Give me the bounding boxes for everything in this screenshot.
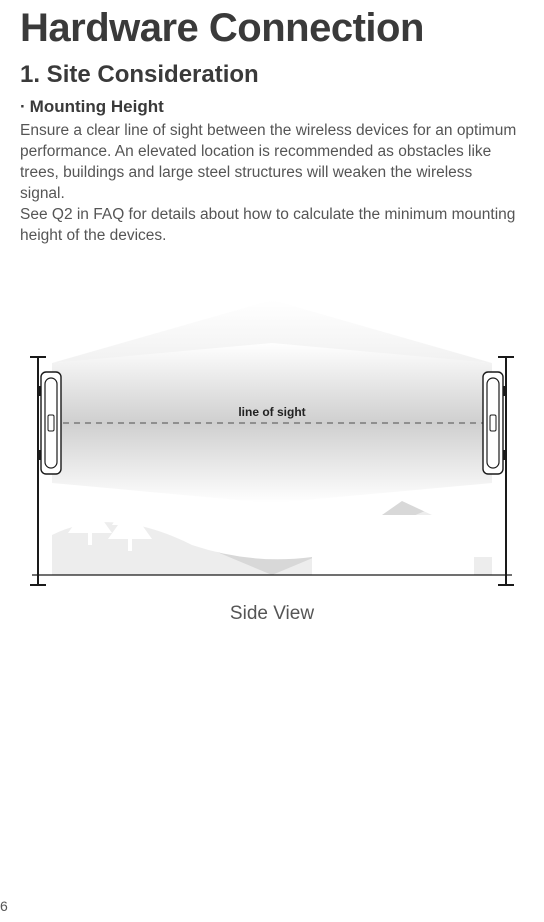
svg-text:line of sight: line of sight [238, 405, 305, 419]
section-heading: 1. Site Consideration [20, 61, 524, 89]
page-number: 6 [0, 898, 8, 914]
body-paragraph-1: Ensure a clear line of sight between the… [20, 121, 520, 205]
body-paragraph-2: See Q2 in FAQ for details about how to c… [20, 205, 520, 247]
page-title: Hardware Connection [20, 6, 524, 51]
line-of-sight-diagram: line of sight [20, 295, 524, 595]
bullet-dot: · [20, 97, 26, 116]
diagram-svg: line of sight [20, 295, 524, 595]
sub-heading: ·Mounting Height [20, 97, 524, 117]
diagram-caption: Side View [20, 603, 524, 625]
sub-title-text: Mounting Height [30, 97, 164, 116]
